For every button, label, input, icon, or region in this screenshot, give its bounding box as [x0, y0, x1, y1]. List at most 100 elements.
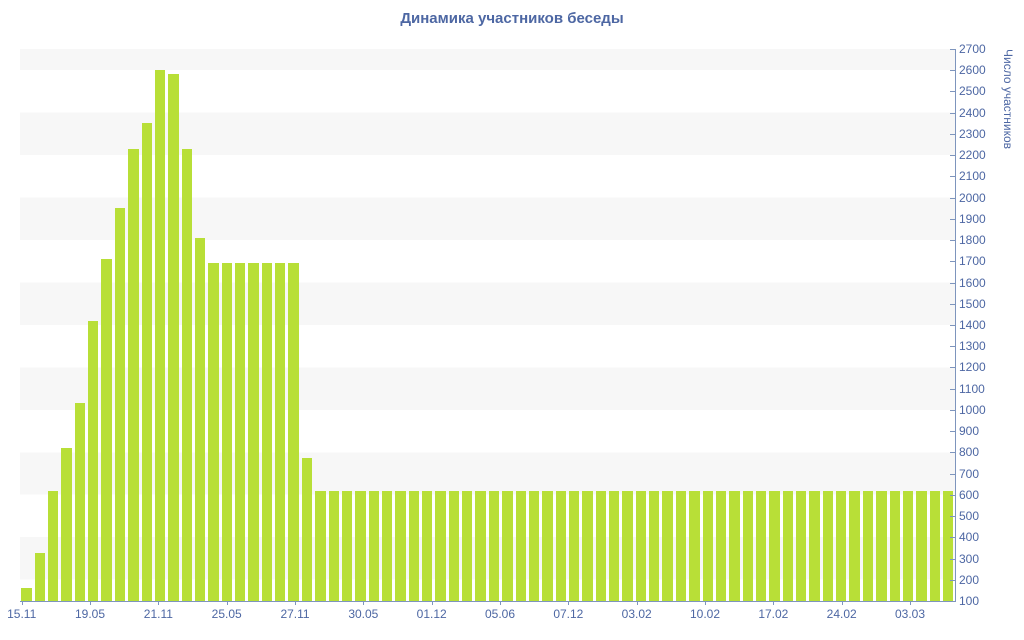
x-tick-mark: [21, 601, 23, 605]
bar[interactable]: [128, 148, 139, 601]
y-tick-mark: [950, 197, 955, 199]
y-tick-label: 2000: [959, 190, 986, 205]
bar[interactable]: [742, 490, 753, 601]
bar[interactable]: [101, 259, 112, 601]
bar[interactable]: [889, 490, 900, 601]
bar[interactable]: [248, 263, 259, 601]
bar[interactable]: [675, 490, 687, 601]
y-tick-mark: [950, 409, 955, 411]
y-tick-label: 400: [959, 530, 980, 545]
y-tick-label: 2700: [959, 42, 986, 56]
y-tick-mark: [950, 537, 955, 539]
bar[interactable]: [328, 490, 339, 601]
bar[interactable]: [942, 490, 954, 601]
bar[interactable]: [809, 490, 820, 601]
bar[interactable]: [395, 490, 406, 601]
bar[interactable]: [34, 553, 45, 601]
bar[interactable]: [849, 490, 860, 601]
y-tick-mark: [950, 494, 955, 496]
bar[interactable]: [729, 490, 740, 601]
bar[interactable]: [422, 490, 433, 601]
bar[interactable]: [582, 490, 593, 601]
bar[interactable]: [702, 490, 713, 601]
bar[interactable]: [448, 490, 460, 601]
x-tick-label: 01.12: [416, 607, 447, 621]
bar[interactable]: [275, 263, 286, 601]
x-axis-line: [20, 601, 956, 602]
x-tick-mark: [568, 601, 570, 605]
bar[interactable]: [368, 490, 379, 601]
x-tick-label: 17.02: [758, 607, 789, 621]
bar[interactable]: [141, 123, 152, 601]
bar[interactable]: [408, 490, 419, 601]
bar[interactable]: [836, 490, 847, 601]
y-tick-label: 2500: [959, 84, 986, 99]
bar[interactable]: [435, 490, 446, 601]
bar[interactable]: [355, 490, 366, 601]
bar[interactable]: [208, 263, 219, 601]
bar[interactable]: [168, 74, 179, 601]
bar[interactable]: [381, 490, 393, 601]
y-tick-label: 800: [959, 445, 980, 460]
x-tick-label: 19.05: [75, 607, 106, 621]
y-tick-label: 2400: [959, 105, 986, 120]
bar[interactable]: [635, 490, 647, 601]
bar[interactable]: [902, 490, 914, 601]
y-tick-label: 1000: [959, 402, 986, 417]
y-tick-label: 600: [959, 487, 980, 502]
x-tick-mark: [363, 601, 365, 605]
bar[interactable]: [194, 237, 206, 601]
bar[interactable]: [649, 490, 660, 601]
y-tick-mark: [950, 473, 955, 475]
bar[interactable]: [341, 490, 353, 601]
bar[interactable]: [916, 490, 927, 601]
y-tick-mark: [950, 70, 955, 72]
bar[interactable]: [528, 490, 540, 601]
bar[interactable]: [48, 490, 59, 601]
bar[interactable]: [609, 490, 620, 601]
bar[interactable]: [568, 490, 580, 601]
bar[interactable]: [782, 490, 793, 601]
bar[interactable]: [755, 490, 767, 601]
bar[interactable]: [822, 490, 834, 601]
y-tick-label: 700: [959, 466, 980, 481]
bar[interactable]: [181, 148, 192, 601]
bar[interactable]: [662, 490, 673, 601]
bar[interactable]: [21, 588, 32, 601]
y-tick-label: 2600: [959, 63, 986, 78]
bar[interactable]: [288, 263, 299, 601]
bar[interactable]: [622, 490, 633, 601]
y-tick-label: 2100: [959, 169, 986, 184]
bar[interactable]: [876, 490, 887, 601]
bar[interactable]: [261, 263, 273, 601]
x-tick-mark: [909, 601, 911, 605]
bar[interactable]: [221, 263, 232, 601]
bar[interactable]: [542, 490, 553, 601]
bar[interactable]: [502, 490, 513, 601]
bar[interactable]: [769, 490, 780, 601]
bar[interactable]: [61, 448, 72, 601]
bar[interactable]: [929, 490, 940, 601]
bar[interactable]: [515, 490, 526, 601]
bar[interactable]: [462, 490, 473, 601]
bar[interactable]: [595, 490, 606, 601]
x-tick-label: 30.05: [348, 607, 379, 621]
bar[interactable]: [689, 490, 700, 601]
y-tick-mark: [950, 176, 955, 178]
bar[interactable]: [862, 490, 874, 601]
x-tick-label: 10.02: [689, 607, 721, 621]
bar[interactable]: [488, 490, 500, 601]
bar[interactable]: [715, 490, 727, 601]
bar[interactable]: [235, 263, 246, 601]
bar[interactable]: [555, 490, 566, 601]
bar[interactable]: [154, 70, 166, 601]
y-tick-label: 1200: [959, 360, 986, 375]
y-tick-mark: [950, 601, 955, 602]
bar[interactable]: [88, 320, 99, 601]
bar[interactable]: [114, 208, 126, 601]
bar[interactable]: [315, 490, 326, 601]
bar[interactable]: [475, 490, 486, 601]
bar[interactable]: [301, 457, 313, 601]
bar[interactable]: [74, 402, 86, 601]
bar[interactable]: [796, 490, 807, 601]
